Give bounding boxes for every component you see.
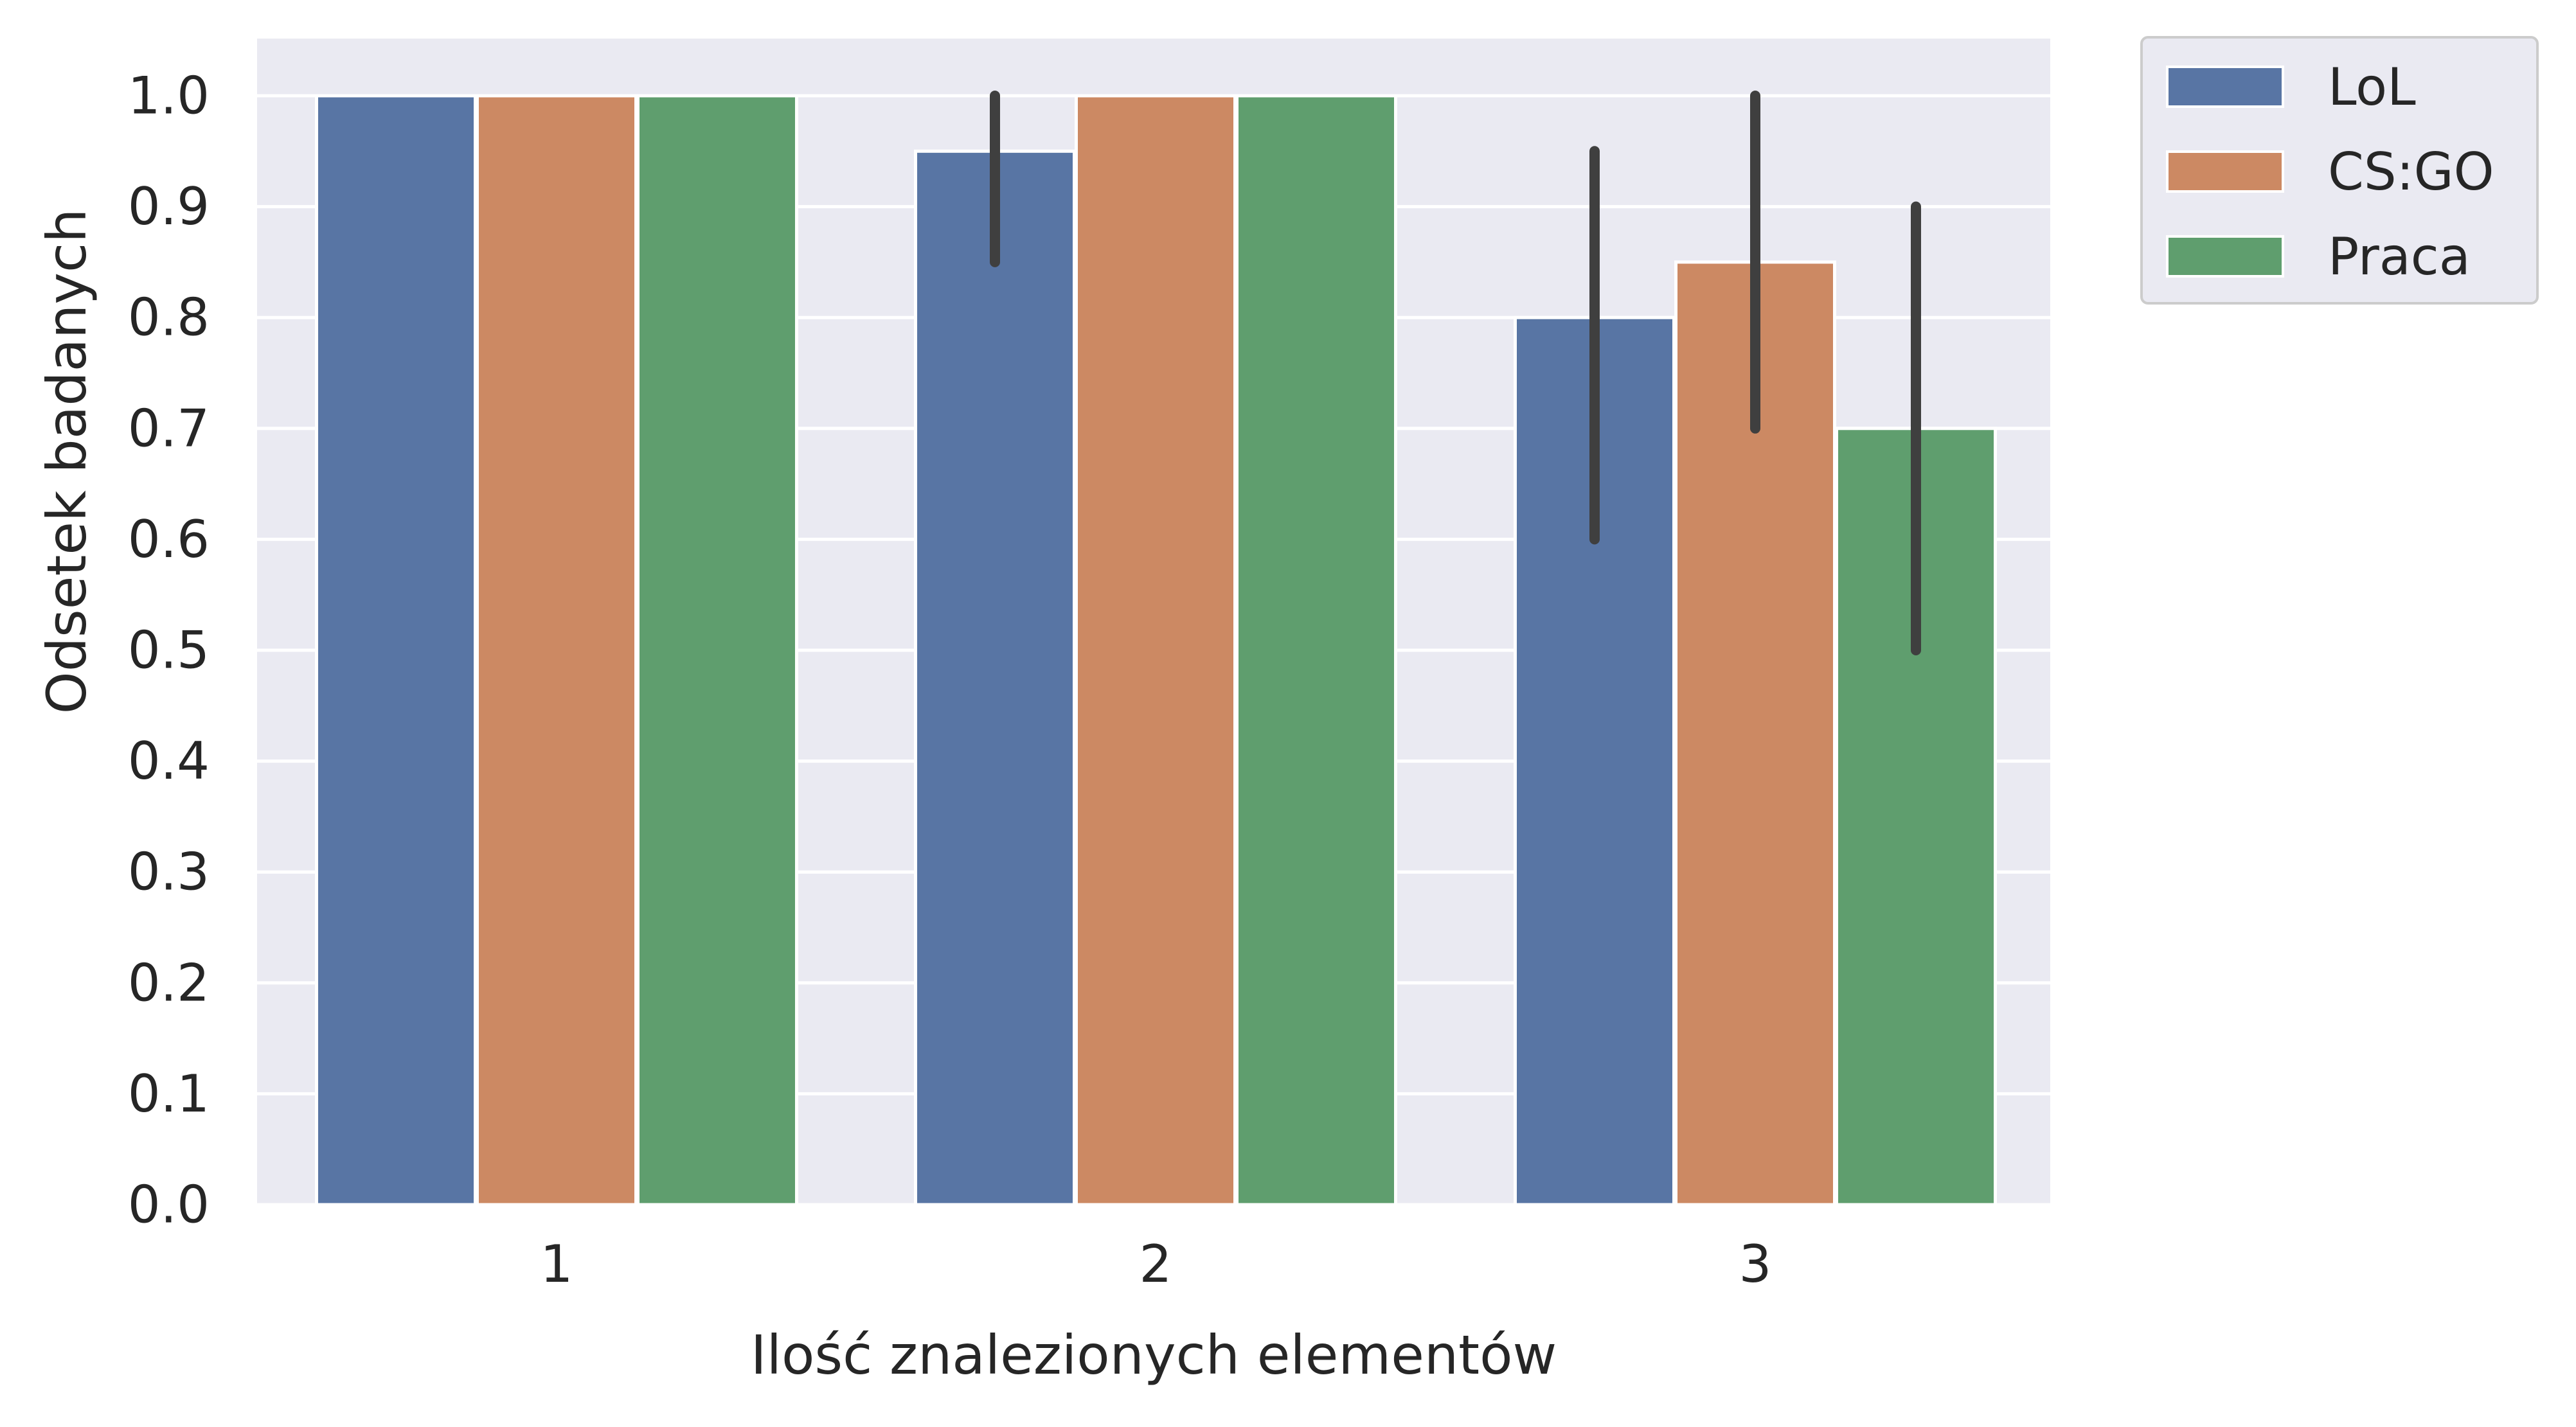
y-tick-label: 0.1 [128, 1064, 210, 1124]
y-tick-label: 0.0 [128, 1175, 210, 1235]
y-tick-label: 0.3 [128, 842, 210, 902]
legend-label-praca: Praca [2328, 227, 2471, 287]
bar [636, 94, 798, 1207]
bars [315, 94, 1997, 1207]
x-tick-label: 1 [541, 1234, 573, 1294]
legend-swatch-csgo [2166, 150, 2284, 193]
y-tick-label: 0.2 [128, 953, 210, 1013]
y-tick-label: 0.9 [128, 177, 210, 236]
y-tick-label: 0.8 [128, 288, 210, 348]
bar [1075, 94, 1237, 1207]
legend-label-lol: LoL [2328, 57, 2416, 117]
y-tick-label: 0.7 [128, 398, 210, 458]
legend-label-csgo: CS:GO [2328, 142, 2494, 202]
x-tick-labels: 1 2 3 [541, 1234, 1772, 1294]
bar [315, 94, 477, 1207]
bar [476, 94, 638, 1207]
bar [1235, 94, 1397, 1207]
legend-swatch-lol [2166, 66, 2284, 108]
error-bars [990, 91, 1921, 655]
legend: LoL CS:GO Praca [2140, 36, 2539, 305]
y-axis-label: Odsetek badanych [35, 208, 98, 714]
x-axis-label: Ilość znalezionych elementów [750, 1324, 1557, 1387]
y-tick-labels: 0.0 0.1 0.2 0.3 0.4 0.5 0.6 0.7 0.8 0.9 1.0 [128, 66, 210, 1235]
y-tick-label: 0.6 [128, 510, 210, 569]
y-tick-label: 0.4 [128, 731, 210, 791]
bar [914, 149, 1076, 1207]
x-tick-label: 3 [1739, 1234, 1772, 1294]
y-tick-label: 1.0 [128, 66, 210, 126]
legend-swatch-praca [2166, 235, 2284, 278]
y-tick-label: 0.5 [128, 621, 210, 680]
x-tick-label: 2 [1140, 1234, 1172, 1294]
